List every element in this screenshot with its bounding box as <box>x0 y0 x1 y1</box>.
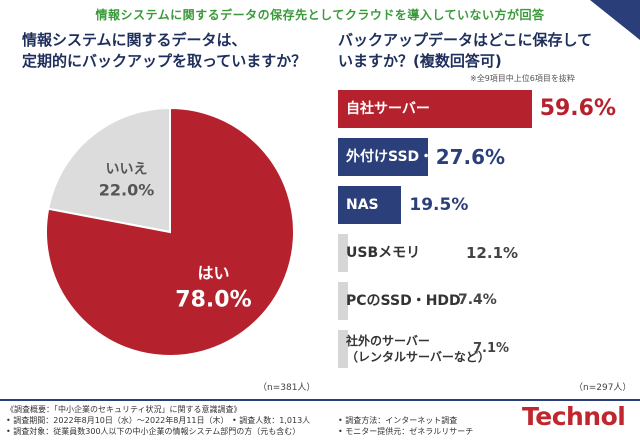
bar-2 <box>338 138 428 176</box>
bar-label-line: USBメモリ <box>346 245 421 261</box>
bar-value-6: 7.1% <box>473 340 510 356</box>
bar-label-3: NAS <box>346 197 379 213</box>
right-question-line-2: いますか？(複数回答可) <box>338 52 502 70</box>
bar-5 <box>338 282 348 320</box>
pie-slice-no <box>47 106 171 234</box>
left-question-title: 情報システムに関するデータは、 定期的にバックアップを取っていますか？ <box>22 30 306 72</box>
bar-label-line: （レンタルサーバーなど） <box>346 350 490 364</box>
bar-label-line: NAS <box>346 197 379 213</box>
bar-value-3: 19.5% <box>409 194 469 215</box>
bar-label-line: 自社サーバー <box>346 101 430 117</box>
bar-label-6: 社外のサーバー （レンタルサーバーなど） <box>346 333 490 365</box>
left-question-line-1: 情報システムに関するデータは、 <box>22 31 247 49</box>
footer-line-3: • 調査対象：従業員数300人以下の中小企業の情報システム部門の方（元も含む） <box>6 427 301 436</box>
bar-6 <box>338 330 348 368</box>
pie-value-no: 22.0% <box>99 180 155 199</box>
bar-4 <box>338 234 348 272</box>
right-question-line-1: バックアップデータはどこに保存して <box>338 31 593 49</box>
bar-label-5: PCのSSD・HDD <box>346 293 461 309</box>
pie-value-yes: 78.0% <box>175 288 251 313</box>
right-chart-note: ※全9項目中上位6項目を抜粋 <box>470 74 575 83</box>
bar-label-line: 社外のサーバー <box>346 334 430 348</box>
bar-label-2: 外付けSSD・HDD <box>346 149 468 165</box>
technol-logo: Technol <box>522 402 626 431</box>
corner-decoration <box>590 0 640 40</box>
footer-divider <box>0 399 640 401</box>
left-sample-size: （n=381人） <box>258 383 316 393</box>
footer-count: • 調査人数：1,013人 <box>232 416 311 425</box>
bar-label-4: USBメモリ <box>346 245 420 261</box>
footer-line-2: • 調査期間：2022年8月10日（水）～2022年8月11日（木） <box>6 416 229 425</box>
survey-banner: 情報システムに関するデータの保存先としてクラウドを導入していない方が回答 <box>95 8 545 22</box>
footer-method: • 調査方法：インターネット調査 <box>338 416 458 425</box>
bar-value-5: 7.4% <box>458 292 497 308</box>
bar-label-line: 外付けSSD・HDD <box>346 149 469 165</box>
bar-label-1: 自社サーバー <box>346 101 430 117</box>
pie-label-yes: はい <box>197 264 229 283</box>
right-sample-size: （n=297人） <box>574 383 632 393</box>
right-question-title: バックアップデータはどこに保存して いますか？(複数回答可) <box>338 30 592 72</box>
bar-value-1: 59.6% <box>539 96 617 121</box>
survey-overview: 《調査概要：「中小企業のセキュリティ状況」に関する意識調査》 • 調査期間：20… <box>6 404 506 437</box>
bar-3 <box>338 186 402 224</box>
footer-provider: • モニター提供元：ゼネラルリサーチ <box>338 427 474 436</box>
left-question-line-2: 定期的にバックアップを取っていますか？ <box>22 52 307 70</box>
pie-slice-yes <box>45 106 295 357</box>
footer-line-1: 《調査概要：「中小企業のセキュリティ状況」に関する意識調査》 <box>6 405 242 414</box>
bar-value-4: 12.1% <box>466 243 519 262</box>
bar-value-2: 27.6% <box>435 145 506 169</box>
bar-1 <box>338 90 532 128</box>
bar-label-line: PCのSSD・HDD <box>346 293 461 309</box>
pie-label-no: いいえ <box>106 161 148 177</box>
